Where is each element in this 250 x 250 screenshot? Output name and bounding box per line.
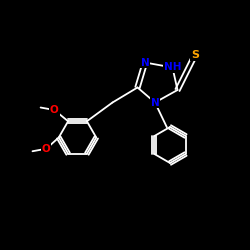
Text: N: N [140,58,149,68]
Text: O: O [42,144,50,154]
Text: N: N [150,98,160,108]
Text: O: O [50,105,59,115]
Text: S: S [191,50,199,60]
Text: NH: NH [164,62,181,72]
